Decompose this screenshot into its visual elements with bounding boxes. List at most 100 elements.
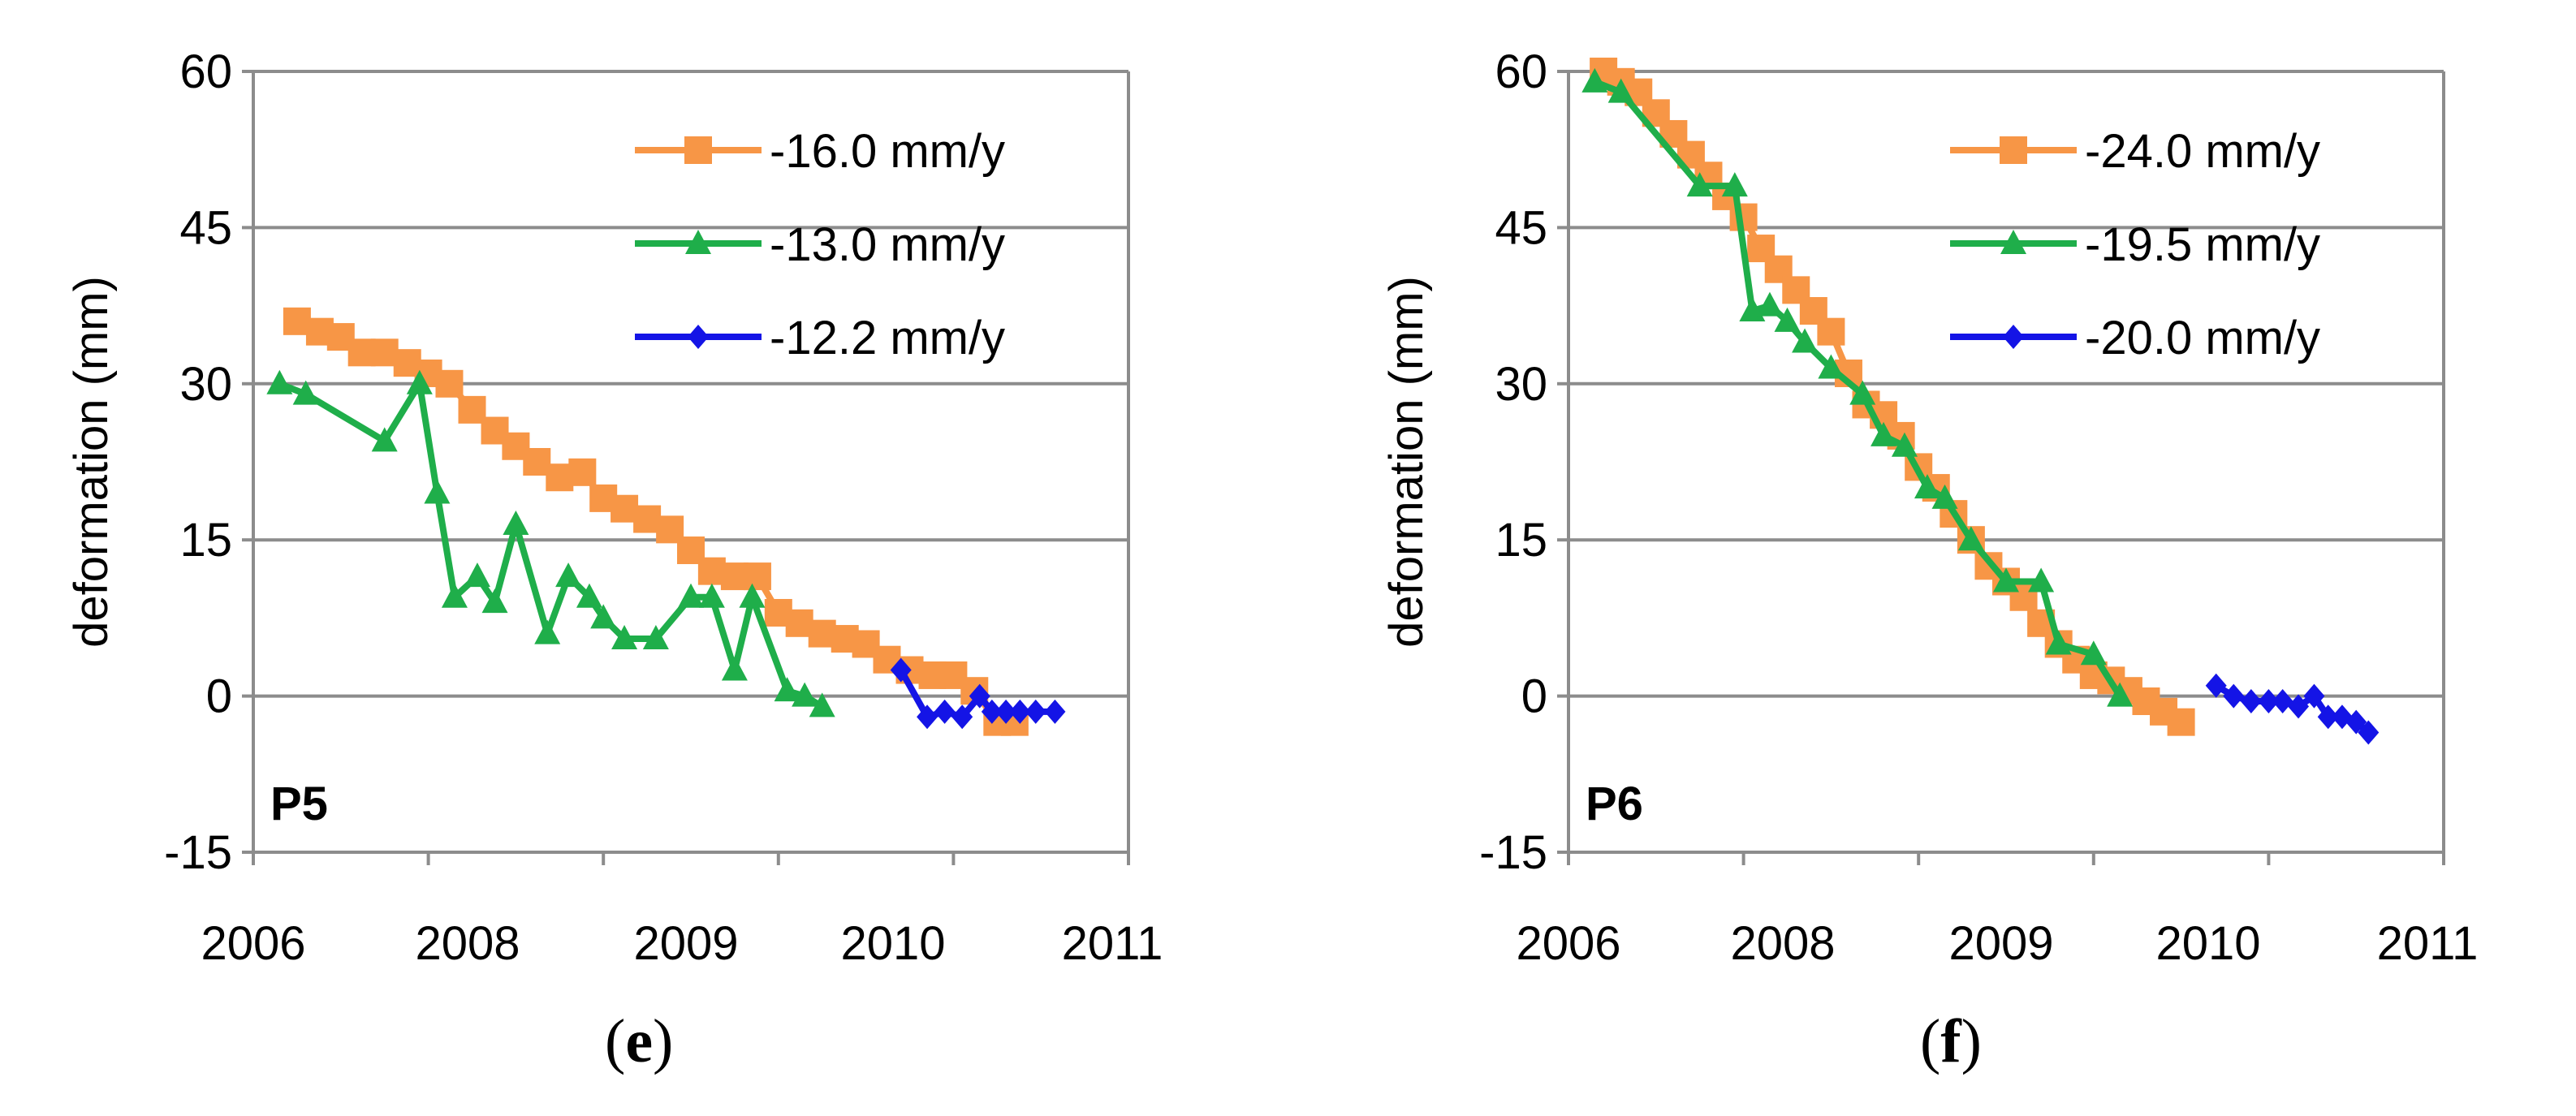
data-point <box>464 562 490 588</box>
y-tick-label: 45 <box>1495 201 1547 254</box>
data-point <box>1774 307 1801 332</box>
data-point <box>1818 354 1845 379</box>
y-axis-label: deformation (mm) <box>1380 276 1433 648</box>
series-triangle <box>266 369 835 717</box>
data-point <box>611 625 638 650</box>
data-point <box>2205 673 2227 698</box>
data-point <box>1044 699 1066 724</box>
legend-marker <box>2000 136 2027 164</box>
data-point <box>809 692 835 717</box>
data-point <box>721 656 748 681</box>
data-point <box>1025 699 1046 724</box>
caption-e: (e) <box>605 1007 674 1075</box>
data-point <box>969 683 990 709</box>
legend-marker <box>688 325 709 349</box>
x-tick-label: 2008 <box>415 917 520 970</box>
y-tick-label: 0 <box>1521 670 1547 723</box>
panel-label: P5 <box>270 778 328 830</box>
data-point <box>1871 421 1897 446</box>
y-tick-label: 0 <box>206 670 232 723</box>
data-point <box>739 583 766 608</box>
data-point <box>555 562 582 588</box>
data-point <box>371 427 398 452</box>
data-point <box>774 677 800 702</box>
data-point <box>642 625 669 650</box>
data-point <box>2317 705 2339 730</box>
data-point <box>792 682 818 707</box>
series-line <box>1593 79 2123 698</box>
series-square <box>283 307 1029 736</box>
data-point <box>2240 689 2262 714</box>
data-point <box>292 380 319 405</box>
data-point <box>503 510 529 535</box>
x-tick-label: 2006 <box>201 917 305 970</box>
x-tick-label: 2009 <box>1948 917 2053 970</box>
y-tick-label: 45 <box>179 201 232 254</box>
legend-label: -19.5 mm/y <box>2085 218 2320 271</box>
data-point <box>568 458 597 486</box>
data-point <box>1607 78 1634 103</box>
legend-label: -12.2 mm/y <box>770 312 1005 364</box>
data-point <box>890 657 912 683</box>
data-point <box>951 705 973 730</box>
data-point <box>424 479 451 504</box>
data-point <box>266 369 293 394</box>
legend-label: -16.0 mm/y <box>770 125 1005 178</box>
data-point <box>1957 526 1984 551</box>
data-point <box>1891 432 1918 457</box>
data-point <box>2272 689 2293 714</box>
data-point <box>534 619 561 644</box>
data-point <box>1993 567 2019 592</box>
y-tick-label: -15 <box>1479 826 1547 879</box>
legend-marker <box>2003 325 2024 349</box>
data-point <box>1849 380 1876 405</box>
x-tick-label: 2008 <box>1730 917 1835 970</box>
y-tick-label: 60 <box>179 45 232 98</box>
y-tick-label: 30 <box>179 358 232 411</box>
x-tick-label: 2010 <box>2155 917 2260 970</box>
data-point <box>995 699 1017 724</box>
data-point <box>576 583 602 608</box>
y-tick-label: -15 <box>164 826 232 879</box>
y-tick-label: 15 <box>1495 514 1547 567</box>
y-tick-label: 60 <box>1495 45 1547 98</box>
data-point <box>981 699 1003 724</box>
data-point <box>1792 328 1819 353</box>
data-point <box>1914 474 1940 499</box>
data-point <box>2345 709 2367 735</box>
series-diamond <box>2205 673 2380 745</box>
data-point <box>743 562 771 591</box>
data-point <box>2223 683 2245 709</box>
legend-marker <box>684 136 712 164</box>
data-point <box>2258 689 2280 714</box>
chart-e: 60 45 30 15 0 -15 2006 2008 2009 2010 2011 deformat… <box>65 45 1163 970</box>
legend-label: -13.0 mm/y <box>770 218 1005 271</box>
data-point <box>435 369 464 398</box>
panel-label: P6 <box>1586 778 1643 830</box>
data-point <box>2167 708 2195 736</box>
x-tick-label: 2009 <box>633 917 738 970</box>
series-line <box>278 380 824 709</box>
y-tick-label: 15 <box>179 514 232 567</box>
caption-f: (f) <box>1920 1007 1982 1075</box>
data-point <box>678 583 704 608</box>
legend-label: -24.0 mm/y <box>2085 125 2320 178</box>
data-point <box>2080 640 2107 666</box>
data-point <box>2303 683 2325 709</box>
data-point <box>2288 694 2310 719</box>
y-tick-label: 30 <box>1495 358 1547 411</box>
data-point <box>441 583 468 608</box>
data-point <box>2045 630 2072 655</box>
series-diamond <box>890 657 1066 730</box>
data-point <box>917 705 938 730</box>
data-point <box>481 588 508 614</box>
data-point <box>2028 567 2055 592</box>
chart-panel-f: 60 45 30 15 0 -15 2006 2008 2009 2010 2011 deformat… <box>1315 0 2576 1116</box>
chart-panel-e: 60 45 30 15 0 -15 2006 2008 2009 2010 2011 deformat… <box>0 0 1266 1116</box>
chart-f: 60 45 30 15 0 -15 2006 2008 2009 2010 2011 deformat… <box>1380 45 2478 970</box>
data-point <box>590 604 617 629</box>
data-point <box>1721 172 1748 197</box>
data-point <box>934 699 956 724</box>
legend-marker <box>2000 230 2026 254</box>
data-point <box>698 583 725 608</box>
